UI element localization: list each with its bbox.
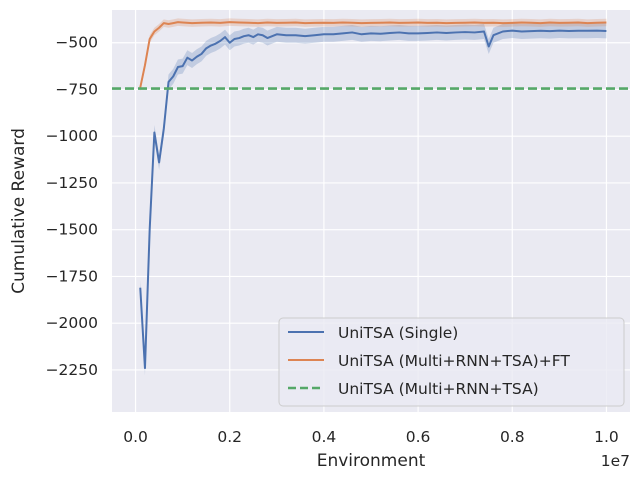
legend: UniTSA (Single) UniTSA (Multi+RNN+TSA)+F… xyxy=(278,317,625,407)
series-band-1 xyxy=(140,18,607,92)
y-tick-label: −750 xyxy=(55,80,98,98)
y-tick-label: −1750 xyxy=(46,267,98,285)
legend-label-single: UniTSA (Single) xyxy=(338,324,458,342)
y-tick-label: −1500 xyxy=(46,221,98,239)
x-tick-label: 0.4 xyxy=(312,428,337,446)
y-tick-label: −2000 xyxy=(46,314,98,332)
series-line-0 xyxy=(139,29,607,370)
y-tick-label: −500 xyxy=(55,34,98,52)
series-lines xyxy=(112,21,630,370)
x-tick-label: 1.0 xyxy=(594,428,619,446)
series-line-1 xyxy=(139,21,607,88)
legend-label-multi: UniTSA (Multi+RNN+TSA) xyxy=(338,380,539,398)
x-tick-label: 0.6 xyxy=(406,428,431,446)
x-axis-offset-label: 1e7 xyxy=(601,452,630,470)
x-axis-label: Environment xyxy=(317,451,426,471)
y-axis-label: Cumulative Reward xyxy=(9,128,29,294)
y-tick-label: −1250 xyxy=(46,174,98,192)
x-tick-label: 0.2 xyxy=(217,428,242,446)
x-tick-labels: 0.0 0.2 0.4 0.6 0.8 1.0 xyxy=(123,428,619,446)
x-tick-label: 0.0 xyxy=(123,428,148,446)
y-tick-label: −2250 xyxy=(46,361,98,379)
legend-label-ft: UniTSA (Multi+RNN+TSA)+FT xyxy=(338,352,570,370)
legend-box xyxy=(278,317,625,407)
y-tick-labels: −500 −750 −1000 −1250 −1500 −1750 −2000 −2250 xyxy=(46,34,98,379)
y-tick-label: −1000 xyxy=(46,127,98,145)
x-tick-label: 0.8 xyxy=(500,428,525,446)
